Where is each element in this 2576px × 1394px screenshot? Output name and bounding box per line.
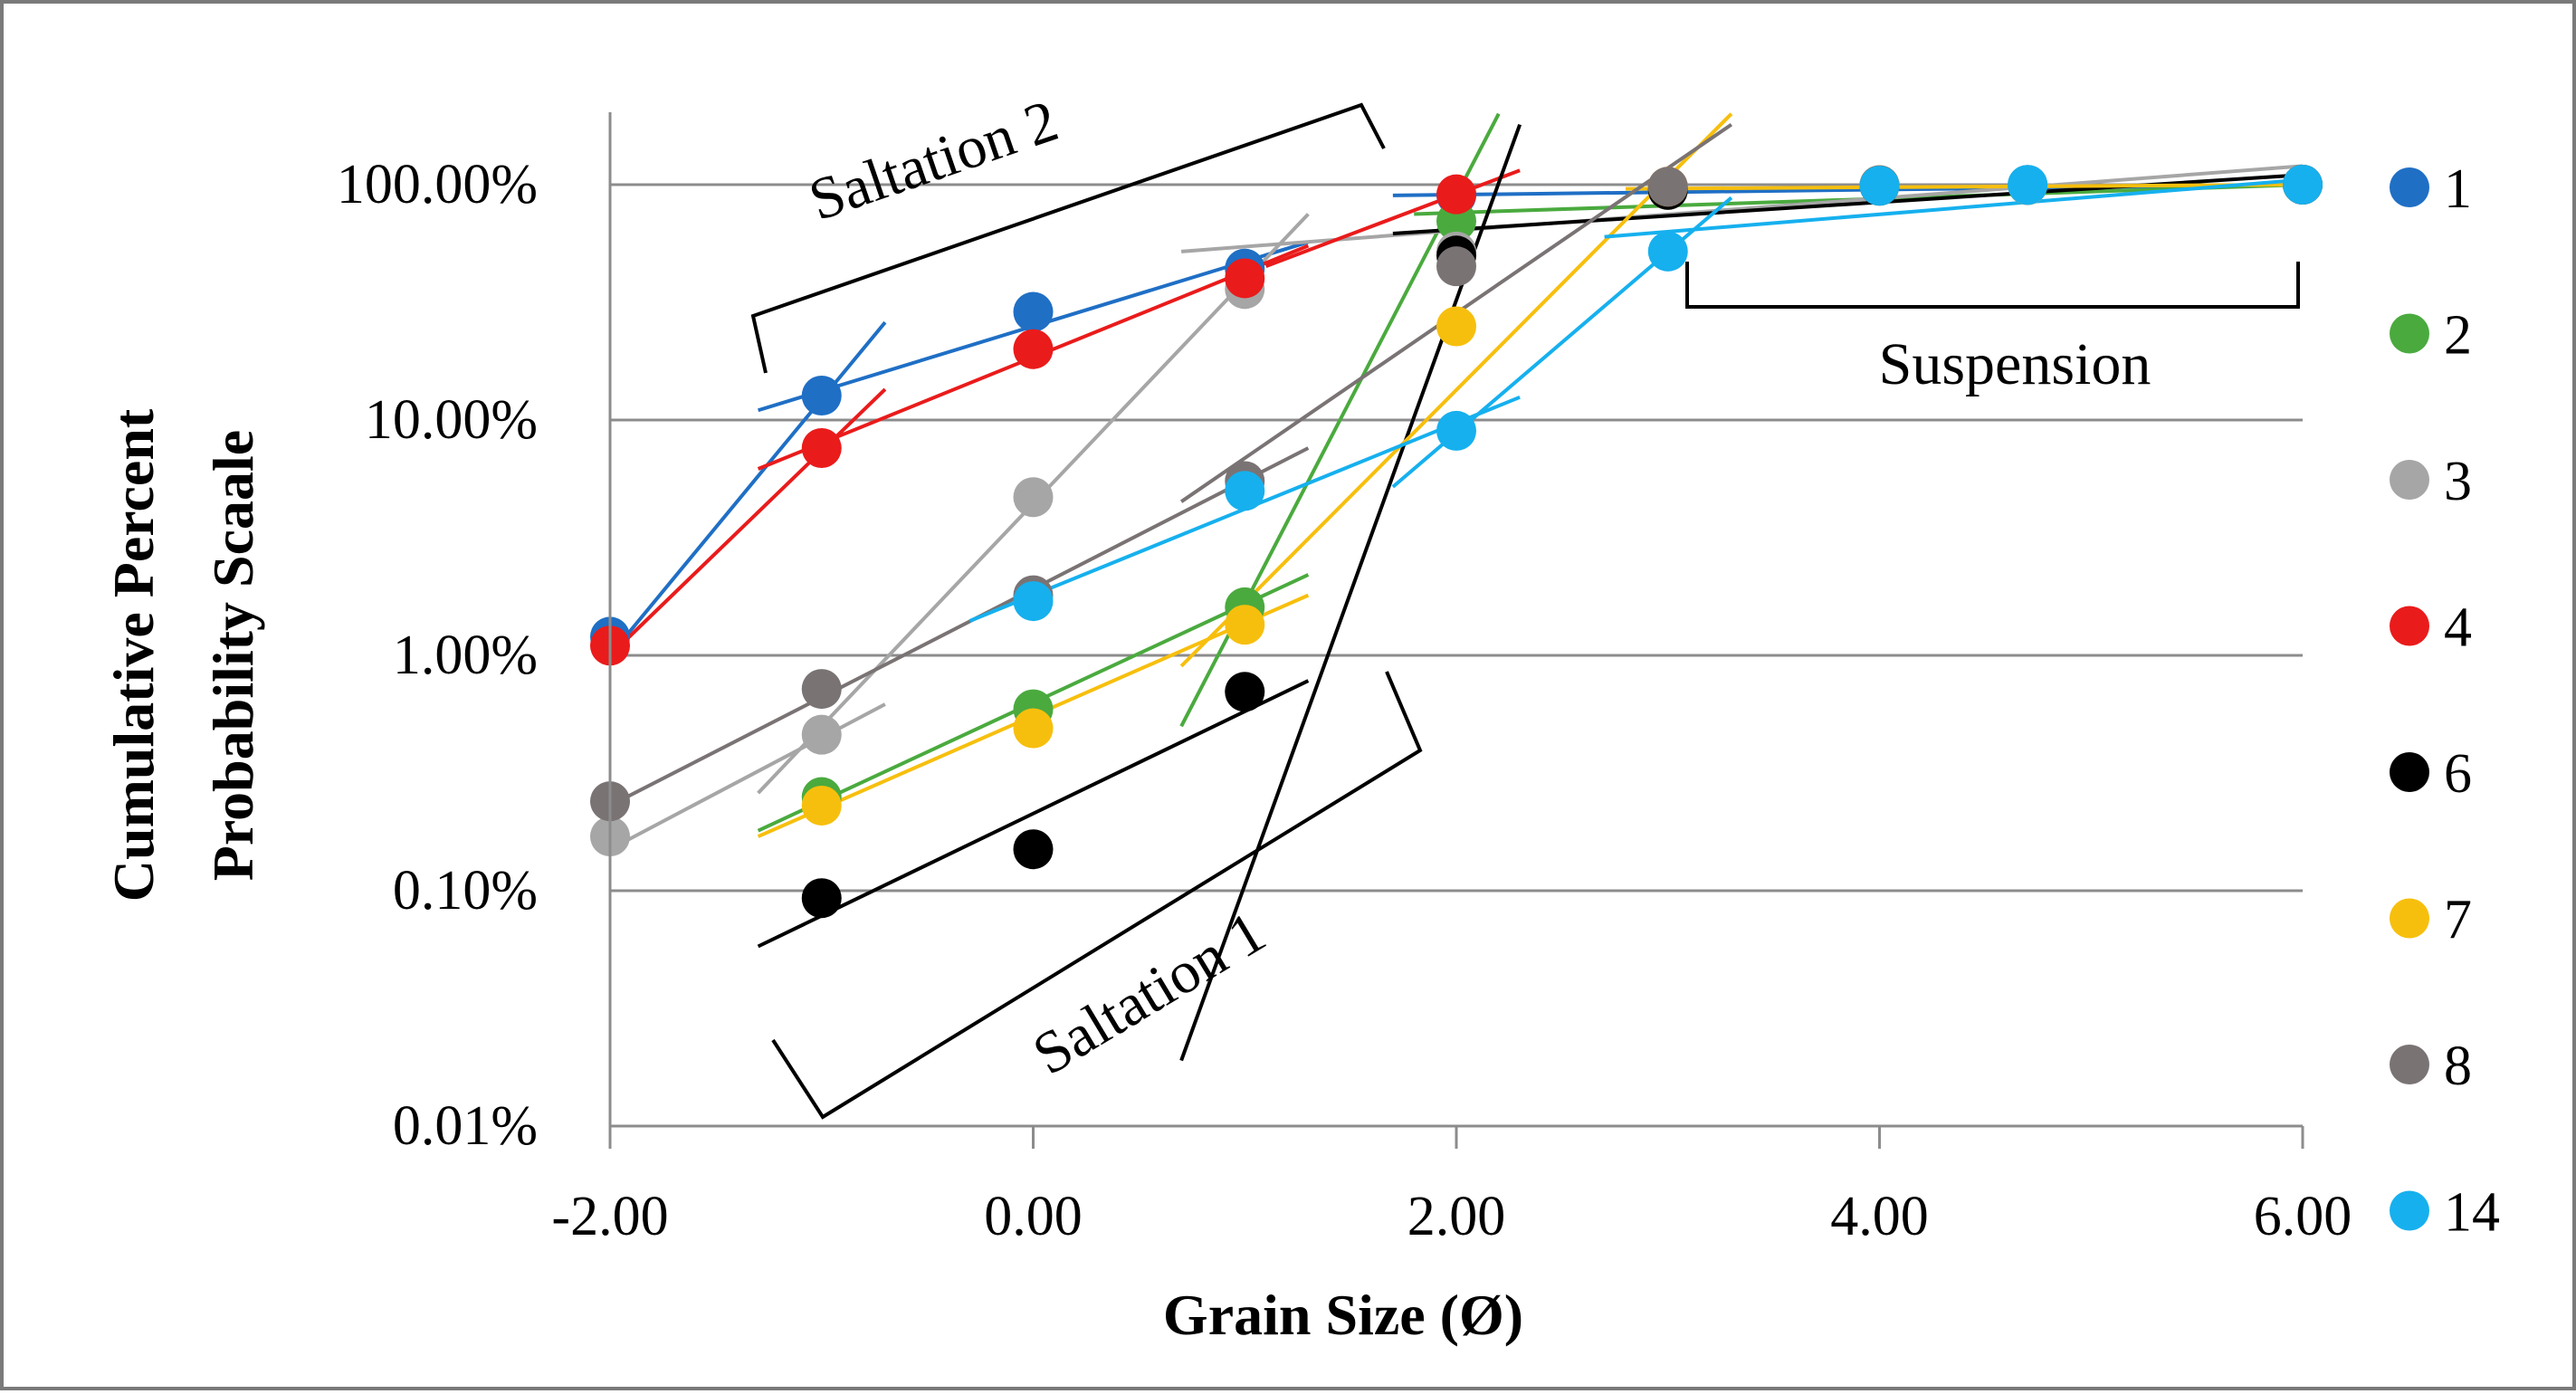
data-point-series-14: [1436, 410, 1476, 451]
data-point-series-4: [1013, 329, 1054, 369]
data-point-series-3: [801, 714, 842, 755]
x-tick-label: 0.00: [984, 1186, 1083, 1247]
data-point-series-1: [1013, 291, 1054, 332]
data-point-series-7: [801, 785, 842, 826]
annotations: Saltation 2 Saltation 1 Suspension: [750, 88, 2300, 1120]
data-point-series-7: [1225, 605, 1265, 645]
x-tick-label: 6.00: [2254, 1186, 2352, 1247]
fit-line-series-6: [757, 679, 1310, 949]
data-point-series-7: [1013, 708, 1054, 749]
saltation-1-bracket: [771, 671, 1423, 1120]
data-point-series-3: [1013, 477, 1054, 518]
data-point-series-8: [801, 669, 842, 710]
data-point-series-14: [1647, 231, 1688, 272]
fit-line-series-14: [1604, 177, 2304, 239]
data-point-series-4: [801, 427, 842, 468]
data-point-series-6: [1225, 672, 1265, 712]
data-point-series-7: [1436, 306, 1476, 347]
legend-marker-series-8: [2390, 1045, 2429, 1084]
y-tick-label: 1.00%: [393, 625, 538, 686]
suspension-label-mask: [1809, 324, 2221, 380]
data-point-series-8: [1436, 246, 1476, 287]
data-point-series-14: [2008, 165, 2048, 205]
legend-label-series-14: 14: [2444, 1182, 2500, 1244]
data-point-series-4: [1225, 258, 1265, 299]
fit-line-series-3: [1180, 164, 2304, 253]
legend-label-series-3: 3: [2444, 451, 2472, 512]
y-tick-label: 10.00%: [365, 389, 538, 451]
legend-label-series-1: 1: [2444, 158, 2472, 220]
legend-marker-series-2: [2390, 313, 2429, 354]
legend: 1 2 3 4 6 7 8 14: [2390, 158, 2500, 1244]
legend-marker-series-4: [2390, 606, 2429, 646]
x-tick-label: 2.00: [1407, 1186, 1506, 1247]
axes: 0.01% 0.10% 1.00% 10.00% 100.00% -2.00 0.00 2.0…: [337, 112, 2352, 1247]
data-point-series-6: [1013, 829, 1054, 870]
y-axis-title-line-1: Cumulative Percent: [101, 408, 166, 902]
chart-svg: 0.01% 0.10% 1.00% 10.00% 100.00% -2.00 0.00 2.0…: [101, 88, 2500, 1347]
fit-line-series-4: [608, 387, 887, 657]
data-point-series-14: [1859, 166, 1900, 206]
data-points: [590, 165, 2323, 919]
x-tick-label: 4.00: [1830, 1186, 1929, 1247]
data-point-series-14: [2283, 165, 2323, 205]
data-point-series-14: [1013, 581, 1054, 622]
saltation-2-label: Saltation 2: [801, 88, 1065, 234]
saltation-1-label: Saltation 1: [1022, 899, 1276, 1088]
legend-marker-series-3: [2390, 460, 2429, 500]
legend-label-series-4: 4: [2444, 597, 2472, 659]
data-point-series-1: [801, 376, 842, 416]
y-axis-title: Cumulative Percent Probability Scaale: [101, 408, 265, 902]
legend-label-series-6: 6: [2444, 743, 2472, 805]
legend-marker-series-14: [2390, 1190, 2429, 1231]
legend-label-series-2: 2: [2444, 305, 2472, 367]
data-point-series-8: [1647, 167, 1688, 207]
fit-line-series-8: [609, 446, 1310, 807]
legend-marker-series-6: [2390, 752, 2429, 792]
fit-line-series-3: [609, 702, 886, 851]
suspension-bracket: [1685, 262, 2300, 309]
saltation-2-bracket: [750, 102, 1386, 374]
suspension-label: Suspension: [1879, 331, 2151, 397]
y-tick-label: 0.01%: [393, 1095, 538, 1157]
fit-line-series-4: [1264, 168, 1521, 269]
data-point-series-4: [1436, 174, 1476, 215]
fit-line-series-7: [1179, 112, 1733, 668]
legend-label-series-8: 8: [2444, 1036, 2472, 1097]
legend-marker-series-1: [2390, 167, 2429, 207]
y-axis-title-line-2: Probability Scaale: [201, 430, 265, 881]
data-point-series-14: [1225, 471, 1265, 511]
fit-line-series-7: [1625, 183, 2304, 191]
x-tick-label: -2.00: [551, 1186, 668, 1247]
x-axis-title: Grain Size (Ø): [1163, 1283, 1523, 1347]
legend-marker-series-7: [2390, 898, 2429, 939]
y-tick-label: 100.00%: [337, 154, 538, 215]
legend-label-series-7: 7: [2444, 890, 2472, 951]
fit-line-series-1: [608, 320, 887, 657]
y-tick-label: 0.10%: [393, 860, 538, 921]
data-point-series-6: [801, 878, 842, 919]
